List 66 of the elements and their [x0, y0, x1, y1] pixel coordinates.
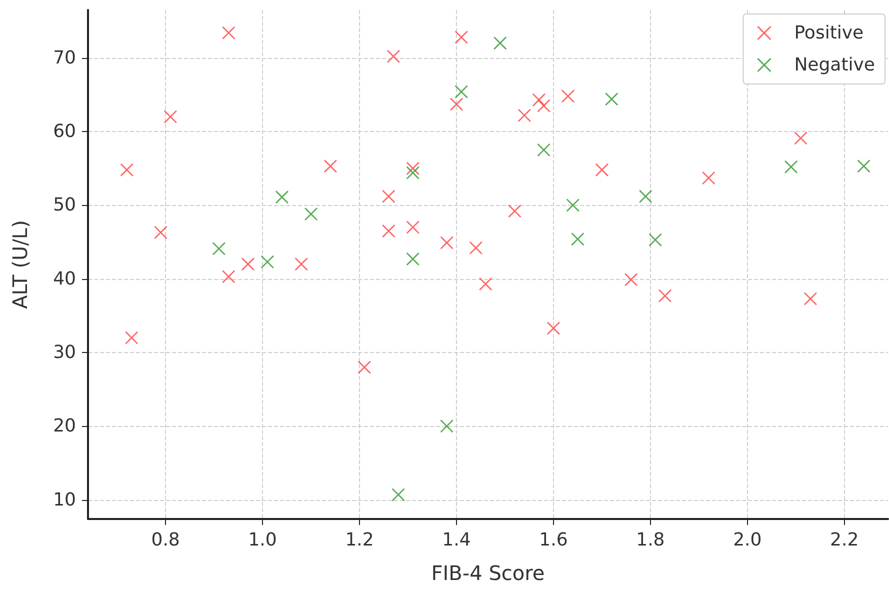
y-tick-label: 50 — [53, 194, 76, 216]
point — [450, 98, 463, 111]
point — [454, 85, 468, 98]
y-tick-label: 20 — [53, 416, 76, 437]
x-tick-label: 0.8 — [151, 530, 180, 550]
point — [294, 258, 308, 271]
x-axis-title: FIB-4 Score — [431, 561, 545, 585]
point — [392, 488, 405, 502]
x-tick-label: 2.2 — [830, 530, 859, 550]
point — [382, 190, 396, 203]
point — [222, 270, 236, 284]
point — [358, 360, 371, 374]
legend-label: Positive — [794, 22, 864, 44]
point — [406, 220, 420, 234]
point — [508, 204, 522, 218]
y-tick-label: 60 — [53, 121, 76, 142]
point — [454, 30, 468, 44]
point — [804, 292, 817, 306]
point — [242, 258, 254, 271]
point — [304, 208, 318, 221]
point — [164, 110, 177, 124]
point — [469, 241, 482, 254]
point — [324, 160, 337, 173]
point — [440, 236, 454, 250]
y-tick-label: 40 — [53, 268, 76, 290]
point — [702, 171, 716, 184]
point — [794, 132, 808, 145]
x-tick-label: 2.0 — [733, 530, 762, 550]
point — [624, 273, 638, 286]
point — [648, 233, 662, 246]
x-tick-label: 1.8 — [636, 530, 665, 550]
point — [857, 160, 870, 173]
point — [605, 92, 618, 106]
point — [120, 163, 134, 176]
point — [537, 143, 550, 156]
y-tick-label: 30 — [53, 342, 76, 364]
point — [479, 278, 492, 291]
x-tick-label: 1.4 — [442, 530, 471, 550]
point — [212, 242, 226, 256]
point — [518, 108, 531, 122]
point — [571, 232, 584, 246]
y-tick-label: 70 — [53, 47, 76, 68]
point — [562, 90, 574, 103]
y-tick-label: 10 — [53, 489, 76, 510]
point — [386, 50, 400, 63]
point — [406, 252, 420, 266]
point — [260, 255, 274, 268]
point — [154, 226, 168, 239]
point — [658, 289, 672, 302]
point — [566, 198, 580, 212]
point — [546, 322, 560, 335]
point — [406, 166, 420, 180]
point — [222, 26, 236, 40]
point — [784, 160, 798, 174]
point — [382, 224, 396, 238]
point — [639, 190, 652, 203]
legend-label: Negative — [794, 54, 875, 76]
y-axis-title: ALT (U/L) — [8, 220, 32, 309]
point — [494, 36, 507, 50]
point — [275, 190, 288, 204]
x-tick-label: 1.2 — [345, 530, 374, 550]
point — [595, 163, 608, 176]
point — [440, 420, 454, 433]
x-tick-label: 1.6 — [539, 530, 568, 550]
point — [125, 331, 138, 344]
x-tick-label: 1.0 — [248, 530, 277, 550]
